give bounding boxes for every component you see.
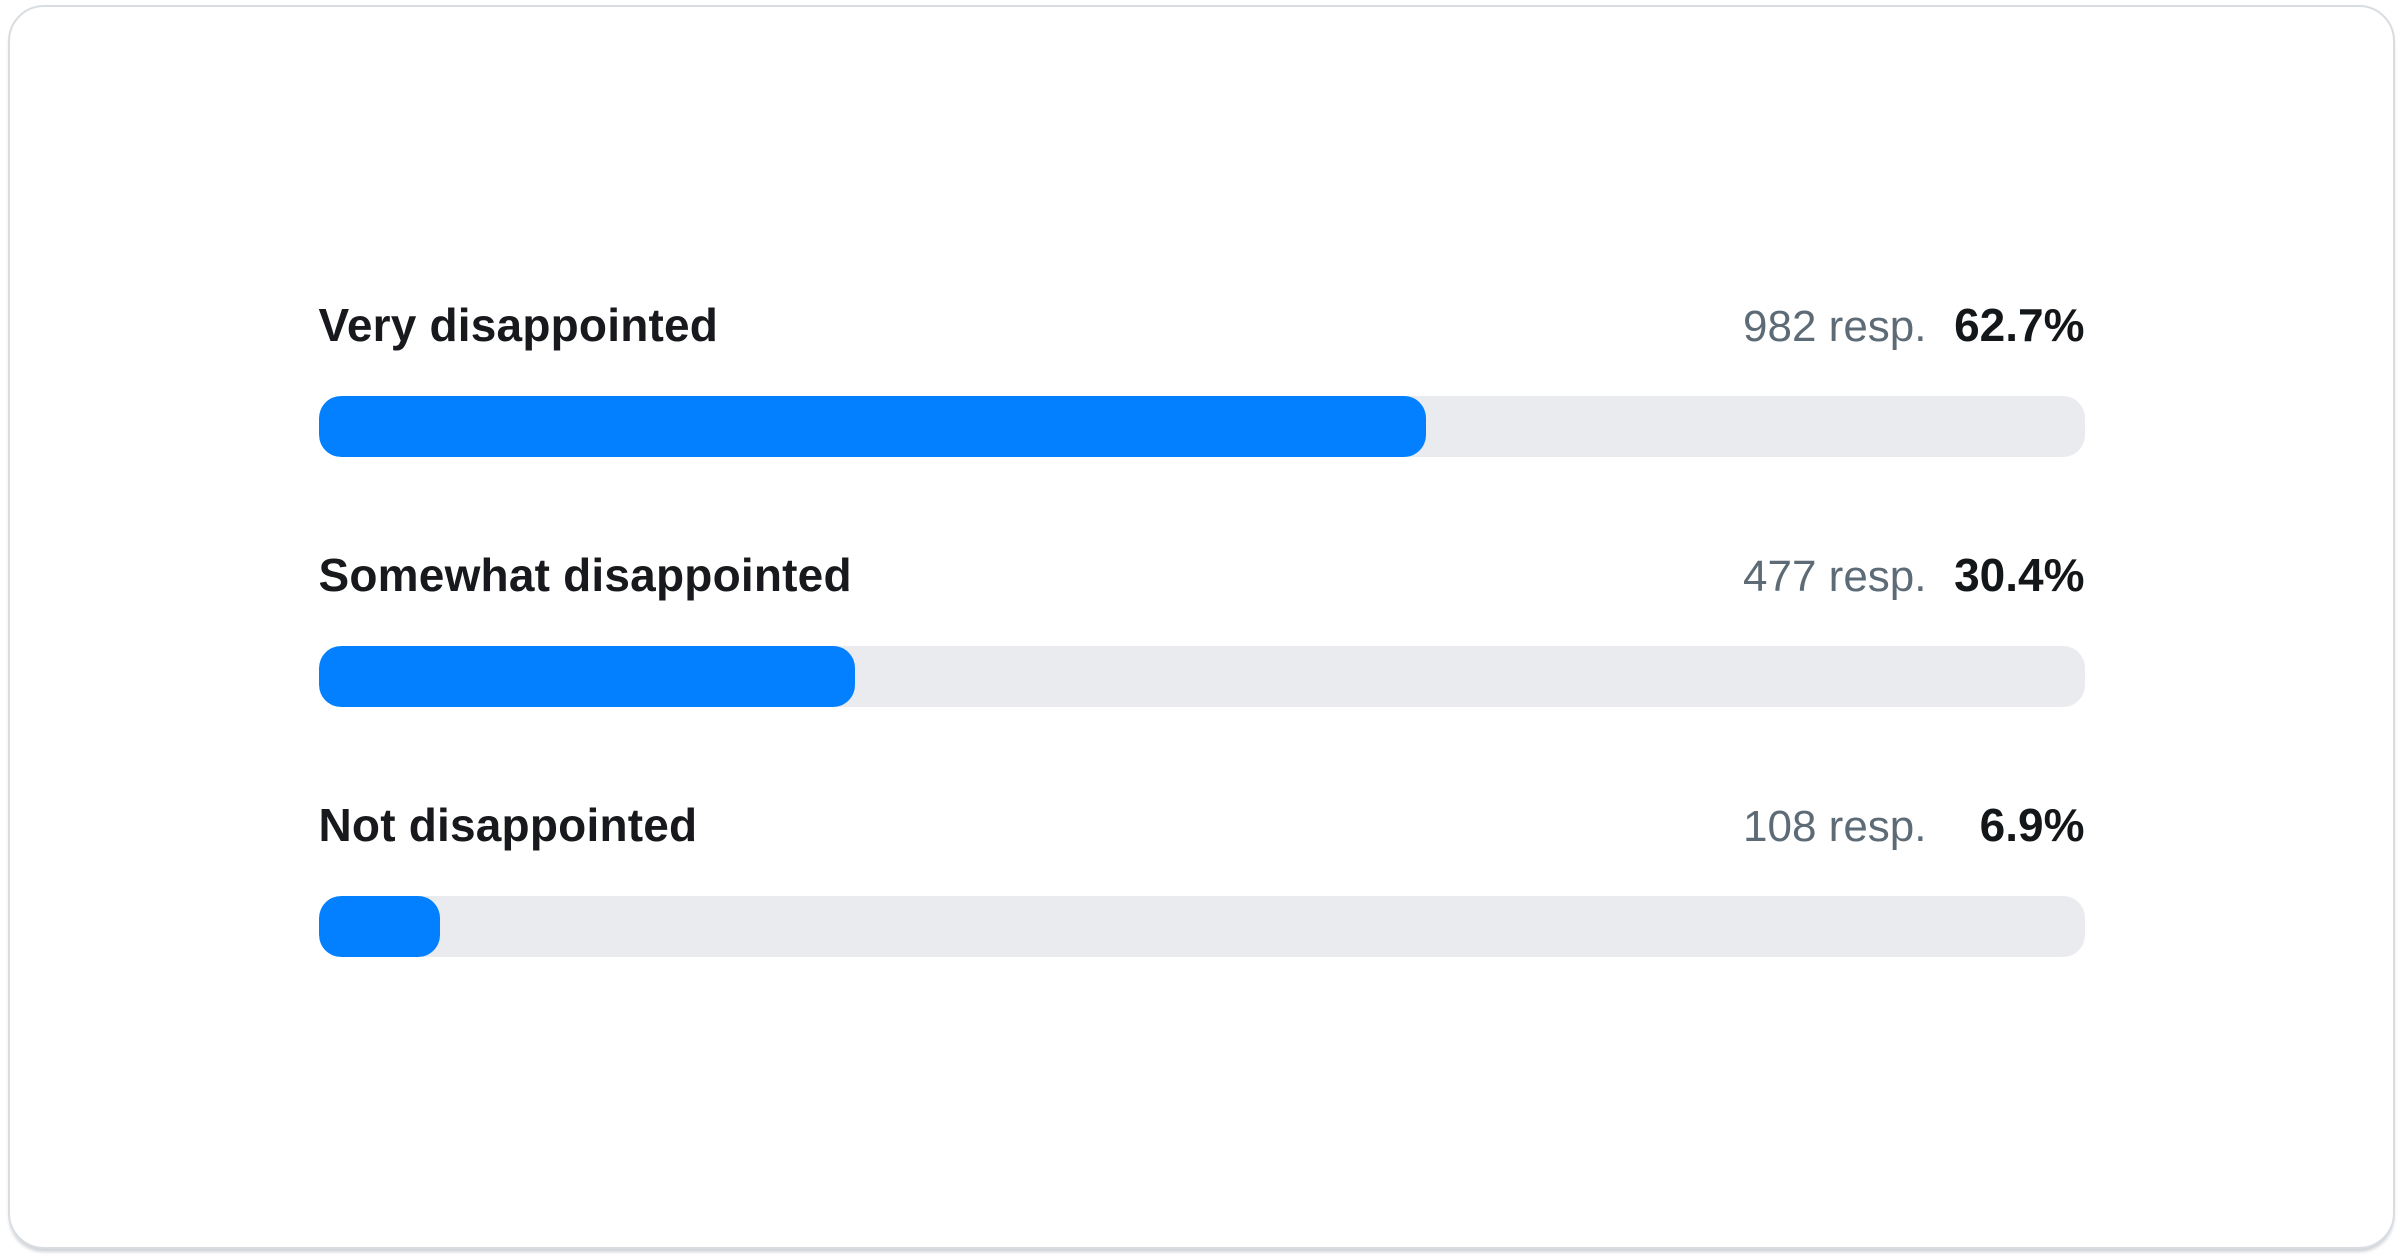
percentage-value: 30.4%: [1954, 548, 2085, 601]
survey-row-somewhat-disappointed: Somewhat disappointed 477 resp. 30.4%: [318, 548, 2085, 707]
percentage-value: 6.9%: [1979, 798, 2085, 851]
answer-label: Very disappointed: [318, 298, 719, 351]
survey-results-card: Very disappointed 982 resp. 62.7% Somewh…: [8, 5, 2395, 1249]
bar-track: [318, 895, 2085, 957]
row-stats: 108 resp. 6.9%: [1743, 798, 2084, 854]
answer-label: Somewhat disappointed: [318, 548, 852, 601]
bar-fill: [318, 645, 856, 707]
survey-row-very-disappointed: Very disappointed 982 resp. 62.7%: [318, 298, 2085, 457]
row-header: Not disappointed 108 resp. 6.9%: [319, 798, 2085, 854]
row-stats: 982 resp. 62.7%: [1743, 298, 2084, 354]
row-header: Somewhat disappointed 477 resp. 30.4%: [319, 548, 2085, 604]
bar-fill: [318, 895, 441, 957]
answer-label: Not disappointed: [318, 798, 698, 851]
row-header: Very disappointed 982 resp. 62.7%: [319, 298, 2085, 354]
row-stats: 477 resp. 30.4%: [1743, 548, 2084, 604]
percentage-value: 62.7%: [1954, 298, 2085, 351]
bar-track: [318, 645, 2085, 707]
bar-track: [318, 395, 2085, 457]
response-count: 108 resp.: [1743, 801, 1927, 851]
response-count: 477 resp.: [1743, 551, 1927, 601]
response-count: 982 resp.: [1743, 301, 1927, 351]
survey-row-not-disappointed: Not disappointed 108 resp. 6.9%: [318, 798, 2085, 957]
bar-fill: [318, 395, 1426, 457]
survey-results-list: Very disappointed 982 resp. 62.7% Somewh…: [318, 298, 2085, 957]
